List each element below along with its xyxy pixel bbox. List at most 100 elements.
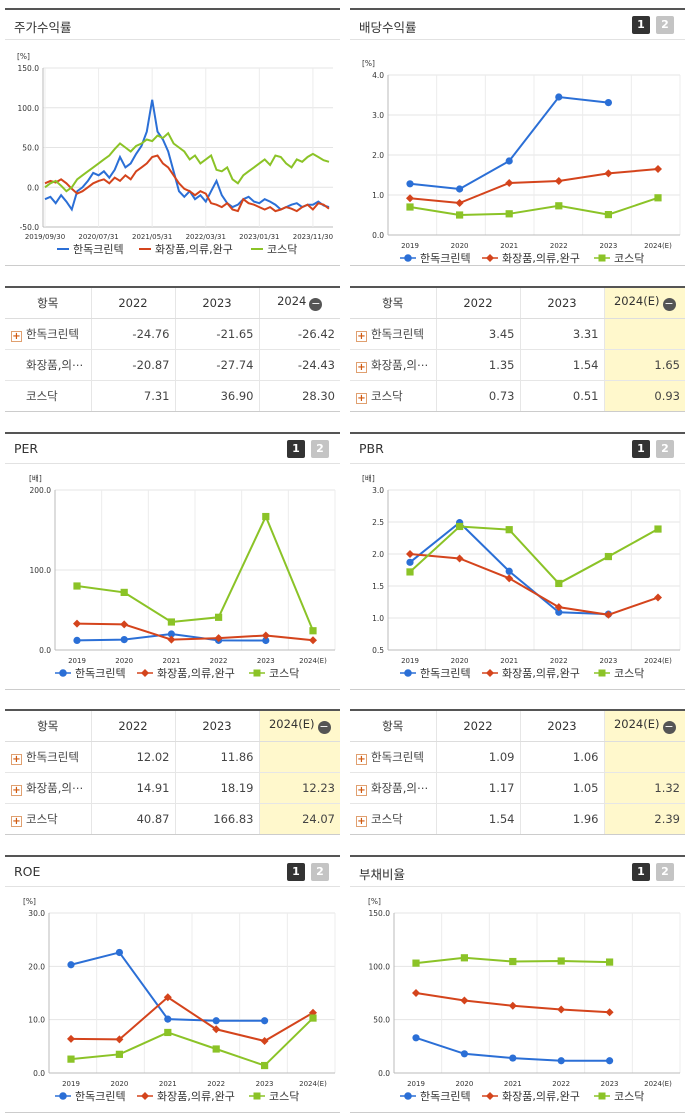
collapse-icon[interactable]: −	[309, 297, 323, 312]
table-cell	[604, 318, 685, 350]
row-label: + 한독크린텍	[5, 318, 92, 350]
page-1-button[interactable]: 1	[287, 440, 305, 458]
page-2-button[interactable]: 2	[656, 16, 674, 34]
table-cell: 1.54	[520, 349, 605, 381]
table-cell: 3.45	[436, 318, 521, 350]
row-label: + 한독크린텍	[350, 741, 437, 773]
collapse-icon[interactable]: −	[662, 720, 676, 735]
data-point	[214, 634, 223, 643]
page-2-button[interactable]: 2	[656, 863, 674, 881]
column-header: 2023	[175, 711, 260, 742]
data-point	[505, 179, 514, 187]
column-header: 2023	[175, 288, 260, 319]
x-tick-label: 2021	[500, 242, 518, 250]
y-tick-label: 0.0	[27, 183, 39, 192]
data-point	[309, 627, 317, 635]
table-cell: 1.32	[604, 772, 685, 804]
expand-icon[interactable]: +	[11, 330, 22, 342]
y-tick-label: 30.0	[28, 909, 45, 918]
x-tick-label: 2024(E)	[299, 1080, 327, 1088]
legend-label: 화장품,의류,완구	[502, 252, 580, 265]
y-tick-label: 4.0	[372, 71, 384, 80]
data-point	[262, 636, 270, 645]
data-point	[606, 958, 614, 966]
panel-title: 배당수익률	[359, 20, 417, 35]
data-point	[555, 93, 563, 101]
column-header: 항목	[350, 711, 437, 742]
expand-icon[interactable]: +	[356, 753, 367, 765]
expand-icon[interactable]: +	[356, 784, 367, 796]
data-point	[505, 210, 513, 218]
series-line	[409, 525, 659, 585]
expand-icon[interactable]: +	[11, 753, 22, 765]
table-cell: 1.09	[436, 741, 521, 773]
x-tick-label: 2022	[550, 657, 568, 665]
data-point	[455, 199, 464, 207]
table-cell: -27.74	[175, 349, 260, 381]
data-point	[309, 1014, 317, 1022]
data-point	[654, 194, 662, 202]
page-2-button[interactable]: 2	[656, 440, 674, 458]
data-point	[67, 1055, 75, 1063]
legend-label: 화장품,의류,완구	[155, 243, 233, 256]
page-2-button[interactable]: 2	[311, 440, 329, 458]
data-point	[604, 99, 612, 107]
series-line	[76, 514, 314, 632]
data-point	[67, 961, 75, 969]
series-line	[70, 951, 265, 1022]
row-label: + 한독크린텍	[350, 318, 437, 350]
expand-icon[interactable]: +	[356, 815, 367, 827]
data-point	[460, 1050, 468, 1058]
page-1-button[interactable]: 1	[632, 440, 650, 458]
table-row: + 코스닥 0.73 0.51 0.93	[350, 380, 685, 411]
panel-title: 부채비율	[359, 867, 406, 882]
expand-icon[interactable]: +	[356, 392, 367, 404]
table-cell: 11.86	[175, 741, 260, 773]
page-1-button[interactable]: 1	[632, 16, 650, 34]
series-line	[409, 95, 609, 191]
data-point	[120, 620, 129, 629]
table-cell: 1.65	[604, 349, 685, 381]
collapse-icon[interactable]: −	[317, 720, 331, 735]
data-point	[505, 567, 513, 575]
page-1-button[interactable]: 1	[287, 863, 305, 881]
dividend-yield-chart: [%] 4.0 3.0 2.0 1.0 0.0 2019 2020 2021 2022 2023 20…	[362, 59, 681, 265]
series-line	[70, 996, 314, 1043]
page-2-button[interactable]: 2	[311, 863, 329, 881]
column-header: 2024(E) −	[604, 288, 685, 319]
legend-label: 화장품,의류,완구	[502, 1090, 580, 1103]
column-header: 2023	[520, 711, 605, 742]
y-axis-unit: [배]	[29, 474, 42, 483]
data-point	[309, 636, 317, 645]
series-line	[409, 196, 659, 217]
x-tick-label: 2019	[401, 657, 419, 665]
y-tick-label: 2.0	[372, 550, 384, 559]
x-tick-label: 2020	[455, 1080, 473, 1088]
legend-label: 화장품,의류,완구	[502, 667, 580, 680]
table-row: + 한독크린텍 12.02 11.86	[5, 741, 340, 773]
y-tick-label: 3.0	[372, 486, 384, 495]
table-cell	[259, 741, 340, 773]
series-line	[44, 154, 330, 213]
table-row: + 한독크린텍 1.09 1.06	[350, 741, 685, 773]
data-point	[460, 996, 469, 1005]
expand-icon[interactable]: +	[356, 330, 367, 342]
data-point	[115, 1035, 124, 1044]
per-table: 항목 2022 2023 2024(E) − + 한독크린텍 12.02 11.86 + 화장품,의…	[5, 711, 340, 834]
data-point	[456, 522, 464, 531]
y-tick-label: 0.0	[33, 1069, 45, 1078]
legend-label: 화장품,의류,완구	[157, 1090, 235, 1103]
data-point	[505, 574, 514, 583]
x-tick-label: 2022/03/31	[186, 233, 226, 241]
row-label: + 화장품,의⋯	[350, 772, 437, 804]
collapse-icon[interactable]: −	[662, 297, 676, 312]
page-1-button[interactable]: 1	[632, 863, 650, 881]
expand-icon[interactable]: +	[356, 361, 367, 373]
expand-icon[interactable]: +	[11, 815, 22, 827]
pbr-panel: PBR 1 2 [배] 3.0 2.5 2.0 1.5 1.0 0.5 2019 2020 202…	[350, 432, 685, 690]
y-tick-label: 1.0	[372, 191, 384, 200]
y-tick-label: 0.0	[39, 646, 51, 655]
y-tick-label: 0.0	[378, 1069, 390, 1078]
expand-icon[interactable]: +	[11, 784, 22, 796]
x-tick-label: 2023	[257, 657, 275, 665]
